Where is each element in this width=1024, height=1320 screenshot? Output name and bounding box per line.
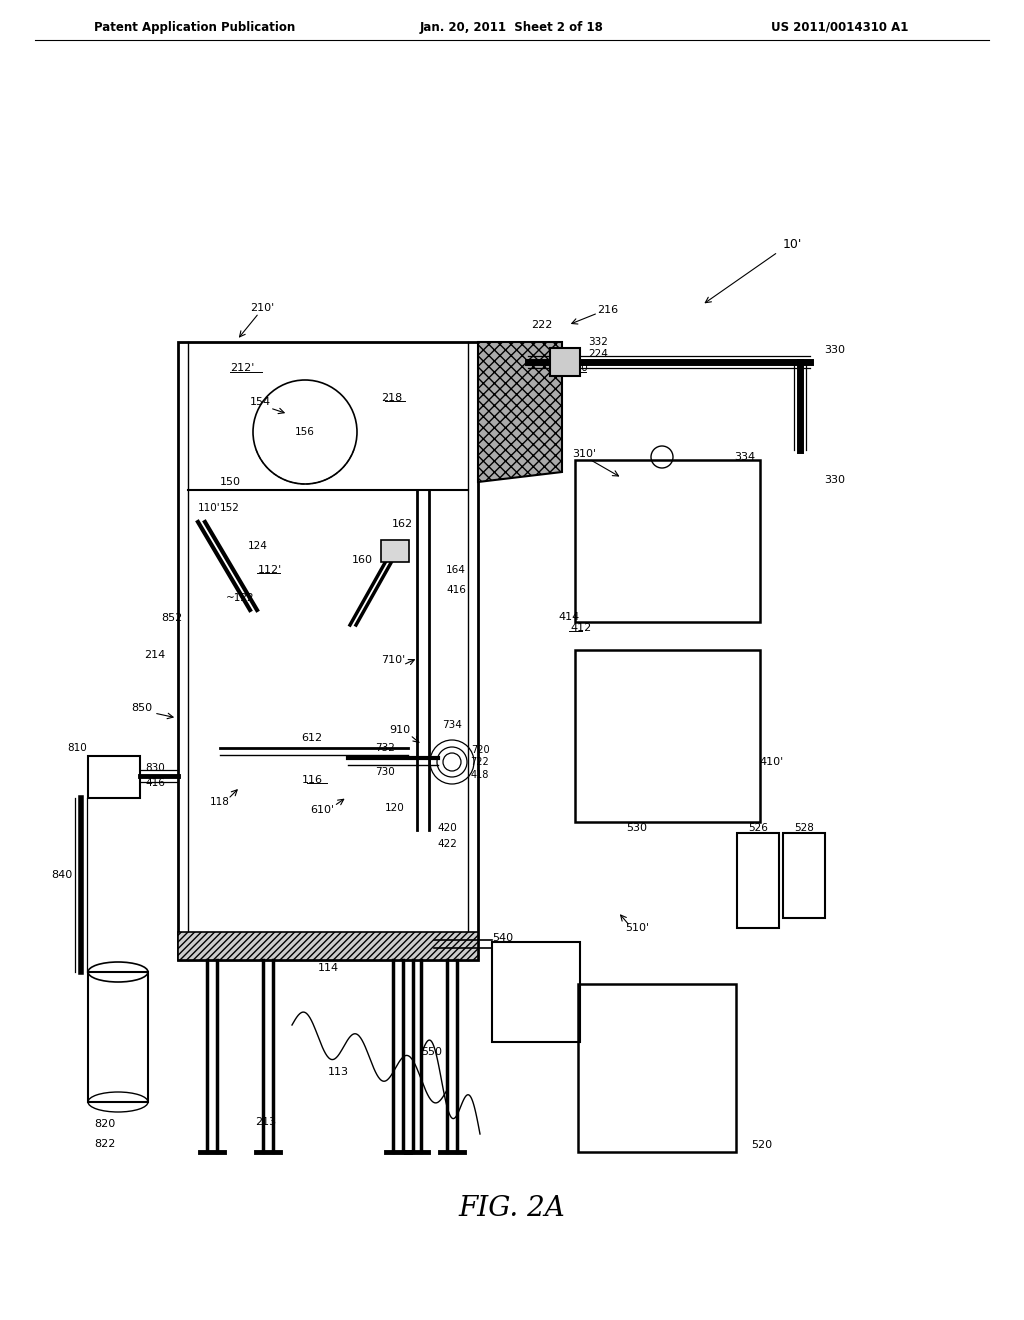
Text: 850: 850 <box>131 704 153 713</box>
Polygon shape <box>478 342 562 482</box>
Text: 530: 530 <box>627 822 647 833</box>
Text: 218: 218 <box>381 393 402 403</box>
Text: 164: 164 <box>446 565 466 576</box>
Text: 162: 162 <box>392 519 413 529</box>
Text: 510': 510' <box>625 923 649 933</box>
Text: Patent Application Publication: Patent Application Publication <box>94 21 296 33</box>
Text: 124: 124 <box>248 541 268 550</box>
Bar <box>737 833 779 928</box>
Text: 110': 110' <box>198 503 220 513</box>
Text: 710': 710' <box>381 655 406 665</box>
Bar <box>783 833 825 917</box>
Text: 10': 10' <box>782 239 802 252</box>
Text: 214: 214 <box>144 649 166 660</box>
Bar <box>88 756 140 799</box>
Text: 113: 113 <box>328 1067 348 1077</box>
Text: 220: 220 <box>568 363 588 374</box>
Text: 410': 410' <box>760 756 784 767</box>
Text: 332: 332 <box>588 337 608 347</box>
Text: 330: 330 <box>824 345 846 355</box>
Text: 160: 160 <box>351 554 373 565</box>
Text: 840: 840 <box>51 870 73 880</box>
Bar <box>381 540 409 562</box>
Text: 722: 722 <box>471 756 489 767</box>
Text: 112': 112' <box>258 565 283 576</box>
Text: Jan. 20, 2011  Sheet 2 of 18: Jan. 20, 2011 Sheet 2 of 18 <box>420 21 604 33</box>
Text: 212': 212' <box>230 363 254 374</box>
Text: 213: 213 <box>255 1117 276 1127</box>
Text: 528: 528 <box>794 822 814 833</box>
Text: 520: 520 <box>752 1140 772 1150</box>
Bar <box>578 983 736 1152</box>
Bar <box>88 972 148 1102</box>
Text: 422: 422 <box>437 840 457 849</box>
Text: 414: 414 <box>558 612 580 622</box>
Text: 830: 830 <box>145 763 165 774</box>
Text: 222: 222 <box>531 319 553 330</box>
Bar <box>492 942 580 1041</box>
Bar <box>178 932 478 960</box>
Bar <box>575 649 760 822</box>
Text: 820: 820 <box>94 1119 116 1129</box>
Text: 526: 526 <box>749 822 768 833</box>
Text: 730: 730 <box>375 767 395 777</box>
Text: 418: 418 <box>471 770 489 780</box>
Text: 610': 610' <box>310 805 334 814</box>
Text: 154: 154 <box>250 397 270 407</box>
Text: 156: 156 <box>295 426 315 437</box>
Text: FIG. 2A: FIG. 2A <box>459 1195 565 1221</box>
Text: 550: 550 <box>422 1047 442 1057</box>
Text: 210': 210' <box>250 304 274 313</box>
Text: 732: 732 <box>375 743 395 752</box>
Text: 910: 910 <box>389 725 411 735</box>
Bar <box>550 348 580 376</box>
Text: 310': 310' <box>572 449 596 459</box>
Text: 822: 822 <box>94 1139 116 1148</box>
Text: 540: 540 <box>492 933 513 942</box>
Text: 116: 116 <box>301 775 323 785</box>
Text: ~122: ~122 <box>225 593 254 603</box>
Text: 120: 120 <box>385 803 404 813</box>
Text: 114: 114 <box>317 964 339 973</box>
Text: 852: 852 <box>162 612 182 623</box>
Text: 152: 152 <box>220 503 240 513</box>
Text: 612: 612 <box>301 733 323 743</box>
Text: 150: 150 <box>220 477 241 487</box>
Text: 216: 216 <box>597 305 618 315</box>
Bar <box>575 459 760 622</box>
Text: 734: 734 <box>442 719 462 730</box>
Text: 420: 420 <box>437 822 457 833</box>
Text: US 2011/0014310 A1: US 2011/0014310 A1 <box>771 21 908 33</box>
Bar <box>178 342 478 960</box>
Text: 330: 330 <box>824 475 846 484</box>
Text: 118: 118 <box>210 797 230 807</box>
Text: 416: 416 <box>446 585 466 595</box>
Text: 334: 334 <box>734 451 756 462</box>
Text: 416: 416 <box>145 777 165 788</box>
Text: 810: 810 <box>68 743 87 752</box>
Text: 412: 412 <box>570 623 591 634</box>
Text: 224: 224 <box>588 348 608 359</box>
Text: 720: 720 <box>471 744 489 755</box>
